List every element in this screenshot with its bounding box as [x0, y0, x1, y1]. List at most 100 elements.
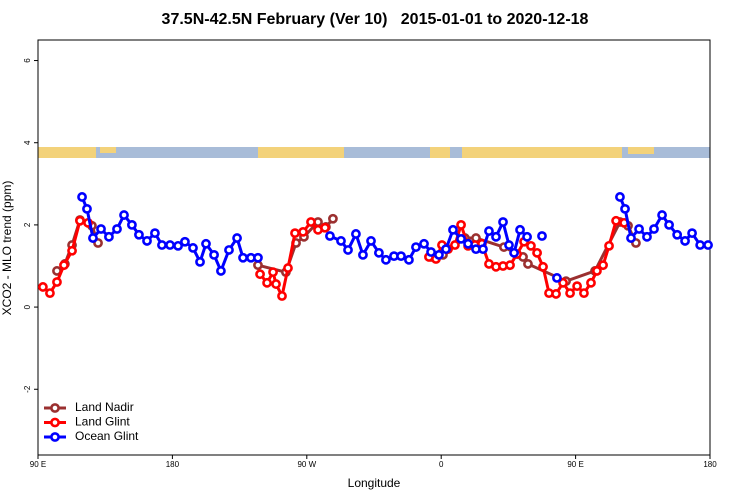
point [504, 240, 514, 250]
legend-marker [50, 432, 60, 442]
point [592, 266, 602, 276]
point [75, 215, 85, 226]
x-tick-label: 90 E [30, 460, 46, 469]
point [611, 215, 621, 226]
point [598, 260, 608, 271]
point [104, 231, 114, 242]
point [358, 249, 368, 260]
point [173, 240, 183, 251]
point [134, 229, 144, 240]
point [526, 240, 536, 251]
point [448, 224, 458, 235]
land [100, 147, 116, 153]
point [195, 256, 205, 267]
point [396, 251, 406, 262]
world-map-strip [38, 147, 710, 158]
legend-marker [50, 403, 60, 413]
point [306, 217, 316, 227]
legend-label: Ocean Glint [75, 429, 139, 443]
point [523, 259, 533, 269]
point [232, 233, 242, 243]
point [209, 249, 219, 260]
point [532, 247, 542, 258]
x-tick-label: 90 W [297, 460, 316, 469]
land [258, 147, 344, 158]
point [336, 236, 346, 246]
point [615, 192, 625, 202]
point [498, 217, 508, 227]
point [82, 203, 92, 214]
point [505, 260, 515, 271]
legend-label: Land Glint [75, 415, 130, 429]
point [456, 220, 466, 230]
point [180, 236, 190, 247]
point [96, 224, 106, 234]
point [537, 231, 547, 241]
point [672, 229, 683, 240]
point [579, 288, 589, 299]
x-tick-label: 0 [439, 460, 444, 469]
point [404, 254, 414, 265]
point [142, 236, 152, 246]
land [462, 147, 622, 158]
x-tick-label: 180 [703, 460, 717, 469]
point [463, 238, 473, 249]
point [456, 233, 466, 244]
x-tick-label: 180 [166, 460, 180, 469]
point [188, 243, 198, 253]
point [271, 279, 281, 289]
point [67, 245, 77, 256]
land [628, 147, 654, 154]
point [320, 222, 330, 233]
point [366, 236, 376, 246]
point [38, 282, 48, 292]
ocean [38, 147, 710, 158]
point [224, 245, 234, 255]
point [434, 249, 444, 260]
point [201, 238, 211, 249]
point [558, 277, 568, 288]
point [325, 231, 335, 241]
point [450, 240, 460, 250]
point [634, 224, 644, 234]
legend-marker [50, 417, 60, 428]
point [515, 224, 525, 235]
point [298, 226, 308, 237]
y-tick-label: 0 [23, 304, 32, 309]
point [484, 226, 494, 236]
chart-title: 37.5N-42.5N February (Ver 10) 2015-01-01… [162, 11, 589, 28]
point [522, 231, 532, 242]
point [411, 242, 421, 252]
point [419, 238, 429, 249]
point [538, 261, 548, 272]
point [657, 210, 667, 220]
point [687, 228, 697, 239]
point [552, 273, 562, 283]
point [626, 233, 636, 243]
y-axis-label: XCO2 - MLO trend (ppm) [0, 181, 14, 316]
x-tick-label: 90 E [567, 460, 583, 469]
point [642, 231, 652, 242]
legend-label: Land Nadir [75, 400, 134, 414]
point [509, 247, 519, 258]
point [283, 263, 293, 273]
point [290, 228, 300, 239]
point [119, 210, 129, 220]
point [426, 247, 436, 257]
land [430, 147, 450, 158]
point [157, 240, 167, 250]
point [255, 269, 265, 280]
y-tick-label: -2 [23, 385, 32, 393]
point [664, 220, 674, 230]
point [374, 247, 384, 258]
point [253, 252, 263, 263]
point [572, 281, 582, 292]
point [45, 288, 55, 299]
point [586, 277, 596, 288]
point [604, 240, 614, 251]
y-tick-label: 4 [23, 140, 32, 145]
y-tick-label: 2 [23, 222, 32, 227]
point [551, 289, 561, 299]
point [441, 244, 451, 255]
